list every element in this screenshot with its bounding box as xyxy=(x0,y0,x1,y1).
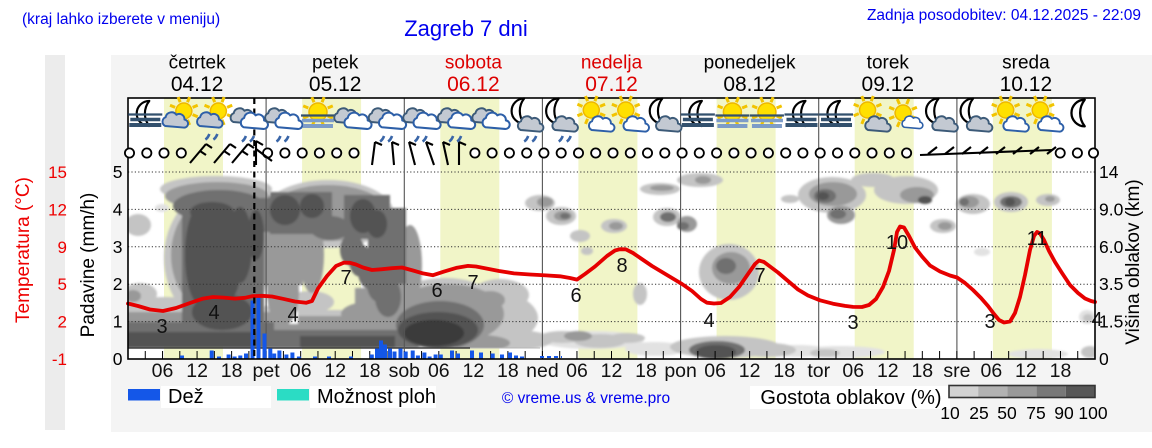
svg-text:Zadnja posodobitev: 04.12.2025: Zadnja posodobitev: 04.12.2025 - 22:09 xyxy=(867,7,1141,24)
svg-text:6: 6 xyxy=(570,285,581,307)
svg-text:4: 4 xyxy=(208,302,219,324)
svg-text:06: 06 xyxy=(566,360,588,382)
svg-text:© vreme.us & vreme.pro: © vreme.us & vreme.pro xyxy=(502,390,670,407)
svg-text:18: 18 xyxy=(635,360,657,382)
svg-text:četrtek: četrtek xyxy=(169,53,227,74)
svg-text:12: 12 xyxy=(48,200,67,219)
svg-text:04.12: 04.12 xyxy=(171,73,224,96)
svg-text:9: 9 xyxy=(58,238,67,257)
svg-text:100: 100 xyxy=(1078,403,1107,423)
svg-text:09.12: 09.12 xyxy=(862,73,915,96)
svg-text:sre: sre xyxy=(943,360,970,382)
svg-text:18: 18 xyxy=(359,360,381,382)
svg-text:pet: pet xyxy=(253,360,281,382)
svg-text:4: 4 xyxy=(287,304,298,326)
svg-text:3: 3 xyxy=(847,312,858,334)
svg-text:9.0: 9.0 xyxy=(1099,199,1124,219)
svg-text:10: 10 xyxy=(886,232,908,254)
svg-text:12: 12 xyxy=(186,360,208,382)
svg-text:06: 06 xyxy=(152,360,174,382)
svg-text:Gostota oblakov (%): Gostota oblakov (%) xyxy=(760,387,941,409)
svg-text:18: 18 xyxy=(773,360,795,382)
svg-text:7: 7 xyxy=(340,267,351,289)
svg-text:Možnost ploh: Možnost ploh xyxy=(317,386,436,408)
svg-text:3: 3 xyxy=(156,316,167,338)
svg-text:7: 7 xyxy=(467,272,478,294)
svg-text:50: 50 xyxy=(997,403,1017,423)
svg-text:ponedeljek: ponedeljek xyxy=(704,53,796,74)
svg-text:6: 6 xyxy=(431,280,442,302)
svg-text:1.5: 1.5 xyxy=(1099,312,1123,332)
svg-text:12: 12 xyxy=(463,360,485,382)
svg-text:Višina oblakov (km): Višina oblakov (km) xyxy=(1123,179,1144,344)
svg-text:5: 5 xyxy=(58,275,67,294)
svg-text:Zagreb 7 dni: Zagreb 7 dni xyxy=(404,16,528,41)
svg-text:5: 5 xyxy=(113,162,123,182)
svg-text:Dež: Dež xyxy=(168,386,204,408)
svg-text:7: 7 xyxy=(754,265,765,287)
svg-text:75: 75 xyxy=(1026,403,1045,423)
svg-text:08.12: 08.12 xyxy=(723,73,776,96)
svg-text:18: 18 xyxy=(221,360,243,382)
svg-text:12: 12 xyxy=(739,360,761,382)
svg-text:06: 06 xyxy=(704,360,726,382)
svg-text:18: 18 xyxy=(1050,360,1072,382)
svg-text:0: 0 xyxy=(113,349,123,369)
svg-text:sob: sob xyxy=(389,360,421,382)
svg-text:8: 8 xyxy=(616,255,627,277)
svg-text:4: 4 xyxy=(113,199,123,219)
svg-text:15: 15 xyxy=(48,163,67,182)
svg-text:3.5: 3.5 xyxy=(1099,274,1123,294)
svg-text:90: 90 xyxy=(1054,403,1074,423)
svg-text:12: 12 xyxy=(1015,360,1037,382)
svg-text:2: 2 xyxy=(58,313,67,332)
svg-text:Padavine (mm/h): Padavine (mm/h) xyxy=(78,193,99,338)
svg-text:petek: petek xyxy=(312,53,359,74)
svg-text:06: 06 xyxy=(981,360,1003,382)
svg-text:2: 2 xyxy=(113,274,123,294)
svg-text:3: 3 xyxy=(113,237,123,257)
svg-text:18: 18 xyxy=(497,360,519,382)
svg-text:-1: -1 xyxy=(52,350,67,369)
svg-text:12: 12 xyxy=(324,360,346,382)
svg-text:sobota: sobota xyxy=(445,53,502,74)
svg-text:12: 12 xyxy=(877,360,899,382)
svg-text:4: 4 xyxy=(703,310,714,332)
svg-text:06: 06 xyxy=(428,360,450,382)
svg-text:6.0: 6.0 xyxy=(1099,237,1124,257)
svg-text:14: 14 xyxy=(1099,162,1119,182)
svg-text:06: 06 xyxy=(290,360,312,382)
svg-text:10.12: 10.12 xyxy=(1000,73,1053,96)
svg-text:nedelja: nedelja xyxy=(581,53,643,74)
svg-text:3: 3 xyxy=(984,311,995,333)
svg-text:pon: pon xyxy=(664,360,697,382)
svg-text:10: 10 xyxy=(940,403,960,423)
svg-text:25: 25 xyxy=(969,403,988,423)
svg-text:ned: ned xyxy=(526,360,559,382)
svg-text:11: 11 xyxy=(1027,228,1048,250)
svg-text:18: 18 xyxy=(911,360,933,382)
svg-text:torek: torek xyxy=(867,53,910,74)
svg-text:07.12: 07.12 xyxy=(585,73,638,96)
svg-text:tor: tor xyxy=(807,360,830,382)
svg-text:4: 4 xyxy=(1091,309,1102,331)
svg-text:06: 06 xyxy=(842,360,864,382)
svg-text:06.12: 06.12 xyxy=(447,73,500,96)
svg-text:12: 12 xyxy=(601,360,623,382)
svg-text:(kraj lahko izberete v meniju): (kraj lahko izberete v meniju) xyxy=(22,11,220,28)
svg-text:0: 0 xyxy=(1099,349,1109,369)
svg-text:Temperatura (°C): Temperatura (°C) xyxy=(13,177,34,323)
svg-text:05.12: 05.12 xyxy=(309,73,362,96)
svg-text:1: 1 xyxy=(113,312,123,332)
svg-text:sreda: sreda xyxy=(1002,53,1050,74)
